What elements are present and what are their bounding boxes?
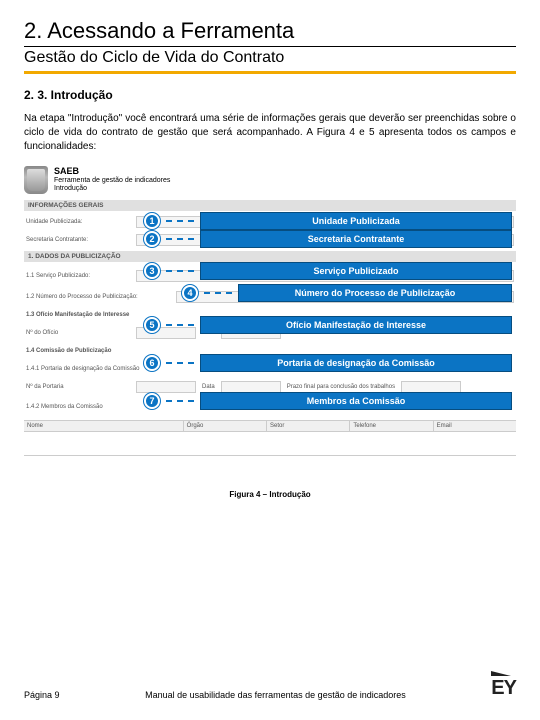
- members-table-head: Nome Órgão Setor Telefone Email: [24, 420, 516, 432]
- label-oficio-data: Data: [198, 330, 219, 336]
- label-portaria-head: 1.4.1 Portaria de designação da Comissão: [24, 366, 184, 372]
- label-oficio-num: Nº do Ofício: [24, 330, 134, 336]
- label-membros: 1.4.2 Membros da Comissão: [24, 404, 134, 410]
- saeb-line2: Introdução: [54, 185, 87, 192]
- input-unidade: [136, 216, 514, 228]
- col-orgao: Órgão: [184, 421, 267, 431]
- row-portaria-head: 1.4.1 Portaria de designação da Comissão: [24, 360, 516, 378]
- footer-text: Manual de usabilidade das ferramentas de…: [145, 690, 406, 700]
- intro-paragraph: Na etapa "Introdução" você encontrará um…: [24, 112, 516, 154]
- input-oficio-data: [221, 327, 281, 339]
- section-info: INFORMAÇÕES GERAIS: [24, 200, 516, 211]
- label-secretaria: Secretaria Contratante:: [24, 237, 134, 243]
- members-table-body: [24, 432, 516, 456]
- label-comissao-head: 1.4 Comissão de Publicização: [24, 348, 134, 354]
- label-unidade: Unidade Publicizada:: [24, 219, 134, 225]
- col-email: Email: [434, 421, 516, 431]
- row-comissao-head: 1.4 Comissão de Publicização: [24, 342, 516, 360]
- col-telefone: Telefone: [350, 421, 433, 431]
- col-nome: Nome: [24, 421, 184, 431]
- label-oficio-head: 1.3 Ofício Manifestação de Interesse: [24, 312, 134, 318]
- input-servico: [136, 270, 514, 282]
- row-secretaria: Secretaria Contratante:: [24, 231, 516, 249]
- section-subtitle: Gestão do Ciclo de Vida do Contrato: [24, 49, 516, 74]
- row-membros: 1.4.2 Membros da Comissão: [24, 396, 516, 418]
- input-oficio-num: [136, 327, 196, 339]
- input-secretaria: [136, 234, 514, 246]
- row-oficio-head: 1.3 Ofício Manifestação de Interesse: [24, 306, 516, 324]
- saeb-header: SAEB Ferramenta de gestão de indicadores…: [24, 166, 516, 194]
- row-oficio: Nº do Ofício Data: [24, 324, 516, 342]
- row-processo: 1.2 Número do Processo de Publicização:: [24, 288, 516, 306]
- saeb-name: SAEB: [54, 167, 170, 177]
- label-servico: 1.1 Serviço Publicizado:: [24, 273, 134, 279]
- row-portaria: Nº da Portaria Data Prazo final para con…: [24, 378, 516, 396]
- input-portaria-data: [221, 381, 281, 393]
- input-portaria-num: [136, 381, 196, 393]
- section-dados: 1. DADOS DA PUBLICIZAÇÃO: [24, 251, 516, 262]
- page-footer: Página 9 Manual de usabilidade das ferra…: [24, 677, 516, 700]
- input-prazo: [401, 381, 461, 393]
- ey-logo: EY: [491, 677, 516, 700]
- saeb-line1: Ferramenta de gestão de indicadores: [54, 177, 170, 184]
- col-setor: Setor: [267, 421, 350, 431]
- row-servico: 1.1 Serviço Publicizado:: [24, 264, 516, 288]
- label-portaria-num: Nº da Portaria: [24, 384, 134, 390]
- crest-icon: [24, 166, 48, 194]
- row-unidade: Unidade Publicizada:: [24, 213, 516, 231]
- saeb-text: SAEB Ferramenta de gestão de indicadores…: [54, 167, 170, 192]
- figure-caption: Figura 4 – Introdução: [24, 490, 516, 499]
- section-title: 2. Acessando a Ferramenta: [24, 18, 516, 47]
- label-prazo: Prazo final para conclusão dos trabalhos: [283, 384, 399, 390]
- label-portaria-data: Data: [198, 384, 219, 390]
- form-screenshot: INFORMAÇÕES GERAIS Unidade Publicizada: …: [24, 200, 516, 456]
- label-processo: 1.2 Número do Processo de Publicização:: [24, 294, 174, 300]
- subsection-head: 2. 3. Introdução: [24, 88, 516, 102]
- page-number: Página 9: [24, 690, 60, 700]
- input-processo: [176, 291, 514, 303]
